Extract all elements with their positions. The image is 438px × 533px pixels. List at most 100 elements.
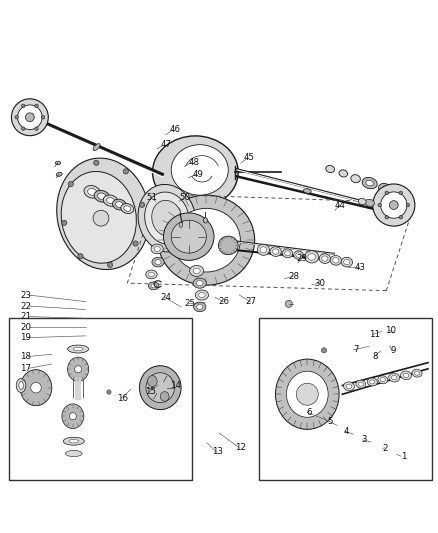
Ellipse shape <box>355 380 365 388</box>
Ellipse shape <box>57 158 149 270</box>
Text: 30: 30 <box>313 279 325 288</box>
Ellipse shape <box>93 143 100 150</box>
Text: 29: 29 <box>296 254 307 263</box>
Ellipse shape <box>67 357 88 381</box>
Circle shape <box>41 116 45 119</box>
Circle shape <box>18 105 42 130</box>
Ellipse shape <box>151 284 156 288</box>
Ellipse shape <box>172 208 240 272</box>
Ellipse shape <box>196 281 202 286</box>
Ellipse shape <box>218 236 237 255</box>
Ellipse shape <box>158 195 254 285</box>
Text: 6: 6 <box>306 408 311 417</box>
Ellipse shape <box>148 282 159 290</box>
Circle shape <box>384 191 388 195</box>
Ellipse shape <box>391 375 396 380</box>
Ellipse shape <box>112 199 126 210</box>
Ellipse shape <box>88 188 96 195</box>
Circle shape <box>398 215 402 219</box>
Text: 51: 51 <box>145 192 157 201</box>
Ellipse shape <box>325 165 334 173</box>
Ellipse shape <box>284 251 290 256</box>
Bar <box>9 318 192 480</box>
Text: 23: 23 <box>20 290 31 300</box>
Ellipse shape <box>340 257 352 267</box>
Text: 11: 11 <box>367 330 379 339</box>
Ellipse shape <box>295 253 300 257</box>
Circle shape <box>93 160 99 165</box>
Ellipse shape <box>16 378 26 392</box>
Ellipse shape <box>179 222 182 228</box>
Text: 4: 4 <box>343 426 349 435</box>
Ellipse shape <box>272 249 278 254</box>
Ellipse shape <box>160 392 169 401</box>
Ellipse shape <box>357 198 365 205</box>
Ellipse shape <box>350 175 360 183</box>
Ellipse shape <box>152 136 237 208</box>
Circle shape <box>61 220 67 225</box>
Ellipse shape <box>343 260 349 265</box>
Ellipse shape <box>145 192 188 244</box>
Circle shape <box>74 366 81 373</box>
Text: 7: 7 <box>352 345 357 354</box>
Ellipse shape <box>73 348 83 351</box>
Ellipse shape <box>388 373 399 382</box>
Circle shape <box>21 104 25 108</box>
Circle shape <box>93 211 109 226</box>
Ellipse shape <box>357 382 363 386</box>
Ellipse shape <box>193 278 206 288</box>
Text: 2: 2 <box>382 444 387 453</box>
Ellipse shape <box>378 183 390 193</box>
Ellipse shape <box>69 440 78 443</box>
Circle shape <box>68 181 73 187</box>
Circle shape <box>78 254 83 259</box>
Text: 50: 50 <box>179 192 191 201</box>
Ellipse shape <box>377 376 387 384</box>
Ellipse shape <box>20 370 52 406</box>
Ellipse shape <box>65 450 82 457</box>
Ellipse shape <box>411 369 421 377</box>
Ellipse shape <box>338 170 347 177</box>
Ellipse shape <box>193 302 205 312</box>
Circle shape <box>35 127 38 131</box>
Circle shape <box>296 383 318 405</box>
Ellipse shape <box>120 204 134 214</box>
Circle shape <box>377 203 381 207</box>
Ellipse shape <box>343 382 353 391</box>
Ellipse shape <box>152 257 164 267</box>
Ellipse shape <box>364 199 374 206</box>
Circle shape <box>380 192 406 218</box>
Text: 44: 44 <box>334 200 345 209</box>
Ellipse shape <box>138 184 195 252</box>
Text: 24: 24 <box>160 293 171 302</box>
Ellipse shape <box>321 256 327 261</box>
Text: 45: 45 <box>243 153 254 162</box>
Ellipse shape <box>293 251 303 259</box>
Ellipse shape <box>365 180 373 186</box>
Circle shape <box>139 202 145 207</box>
Text: 48: 48 <box>188 158 199 166</box>
Ellipse shape <box>332 257 338 263</box>
Ellipse shape <box>147 376 157 386</box>
Text: 21: 21 <box>20 312 31 321</box>
Circle shape <box>31 382 41 393</box>
Text: 26: 26 <box>218 297 229 306</box>
Ellipse shape <box>413 371 419 375</box>
Ellipse shape <box>369 380 374 384</box>
Ellipse shape <box>195 290 208 300</box>
Text: 14: 14 <box>170 381 181 390</box>
Ellipse shape <box>19 382 23 390</box>
Ellipse shape <box>155 260 161 264</box>
Ellipse shape <box>145 373 174 402</box>
Bar <box>258 318 431 480</box>
Ellipse shape <box>318 254 330 263</box>
Text: 43: 43 <box>353 263 365 272</box>
Ellipse shape <box>367 378 376 386</box>
Text: 49: 49 <box>193 170 203 179</box>
Circle shape <box>372 184 414 226</box>
Ellipse shape <box>103 195 118 206</box>
Ellipse shape <box>55 161 60 165</box>
Text: 25: 25 <box>184 300 195 308</box>
Ellipse shape <box>171 144 228 195</box>
Text: 46: 46 <box>169 125 180 134</box>
